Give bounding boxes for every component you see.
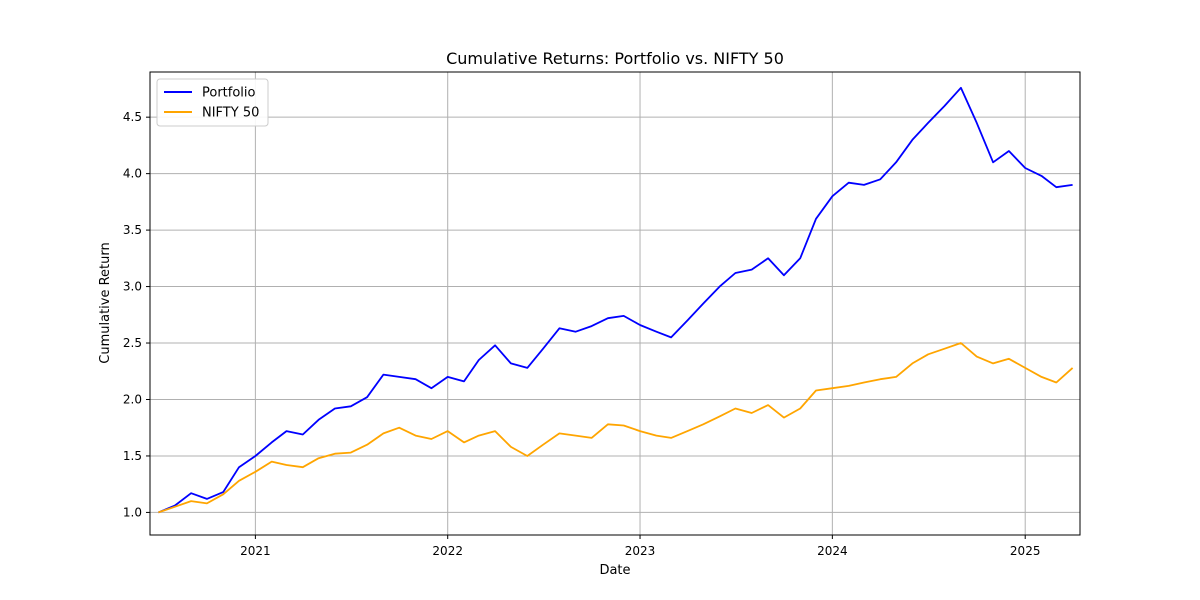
x-tick-label: 2024 — [817, 544, 848, 558]
x-tick-label: 2021 — [240, 544, 271, 558]
legend-label: NIFTY 50 — [202, 106, 259, 121]
y-tick-label: 4.0 — [123, 167, 142, 181]
plot-frame — [149, 71, 1081, 536]
y-tick-label: 3.0 — [123, 280, 142, 294]
grid — [150, 72, 1080, 535]
series-line-portfolio — [158, 86, 1073, 514]
legend: Portfolio NIFTY 50 — [156, 78, 269, 127]
y-tick-label: 3.5 — [123, 223, 142, 237]
series-line-nifty-50 — [158, 342, 1074, 514]
x-tick-label: 2025 — [1010, 544, 1041, 558]
y-tick-label: 1.0 — [123, 505, 142, 519]
y-tick-label: 2.5 — [123, 336, 142, 350]
axis-ticks: 2021 2022 2023 2024 2025 1.0 1.5 2.0 2.5 3.0 3.5 4.… — [123, 110, 1041, 558]
series-lines — [158, 86, 1074, 514]
y-tick-label: 2.0 — [123, 392, 142, 406]
x-tick-label: 2023 — [625, 544, 656, 558]
y-tick-label: 4.5 — [123, 110, 142, 124]
legend-label: Portfolio — [202, 86, 256, 101]
y-tick-label: 1.5 — [123, 449, 142, 463]
chart-title: Cumulative Returns: Portfolio vs. NIFTY … — [446, 49, 784, 68]
y-axis-label: Cumulative Return — [98, 242, 113, 363]
legend-box — [156, 78, 269, 127]
x-axis-label: Date — [599, 563, 630, 578]
x-tick-label: 2022 — [432, 544, 463, 558]
